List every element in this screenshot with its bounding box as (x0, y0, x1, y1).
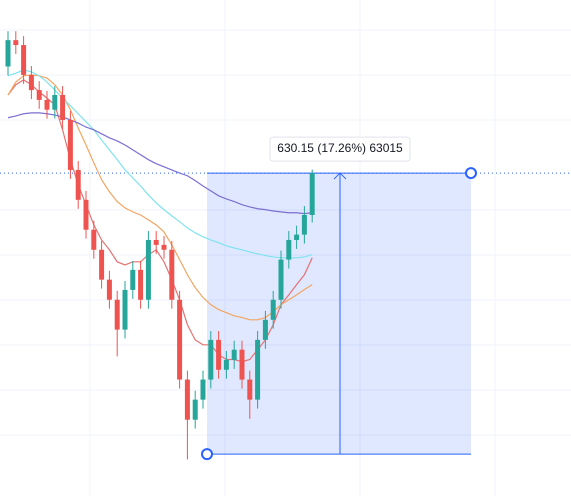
candle-body (75, 169, 81, 200)
candle-body (247, 379, 253, 400)
moving-average (7, 112, 313, 215)
moving-average (7, 79, 313, 363)
candle-body (262, 319, 268, 340)
candle-body (200, 379, 206, 400)
candle-body (239, 349, 245, 380)
candle-body (5, 40, 11, 67)
candle-body (294, 234, 300, 240)
candle-body (44, 99, 50, 110)
candle-body (223, 359, 229, 370)
candle-body (278, 259, 284, 300)
candle-body (231, 349, 237, 360)
candle-body (83, 199, 89, 230)
moving-average (7, 69, 313, 259)
candle-body (309, 173, 315, 215)
candle-body (169, 249, 175, 300)
measure-box (207, 173, 471, 455)
candle-body (270, 299, 276, 320)
candle-body (192, 399, 198, 420)
candle-body (67, 119, 73, 170)
candle-body (106, 279, 112, 300)
candle-body (208, 339, 214, 380)
measure-label: 630.15 (17.26%) 63015 (277, 141, 403, 155)
candle-body (52, 95, 58, 110)
candle-body (99, 249, 105, 280)
candle-body (177, 299, 183, 380)
candle-body (161, 244, 167, 250)
measure-label-box (269, 136, 411, 162)
candle-body (122, 289, 128, 330)
candle-body (36, 90, 42, 100)
candle-body (255, 339, 261, 400)
measure-handle[interactable] (201, 448, 213, 461)
candle-body (184, 379, 190, 420)
candle-body (130, 269, 136, 290)
candle-body (21, 45, 27, 75)
candle-body (145, 239, 151, 300)
candle-body (28, 74, 34, 91)
candle-body (286, 239, 292, 260)
candle-body (138, 269, 144, 300)
candle-body (13, 40, 19, 46)
candle-body (153, 239, 159, 245)
candle-body (216, 339, 222, 370)
candle-body (91, 229, 97, 250)
candle-body (60, 95, 66, 120)
moving-average (7, 74, 313, 321)
measure-handle[interactable] (465, 167, 477, 180)
arrow-head (333, 172, 347, 180)
candle-body (114, 299, 120, 330)
candle-body (301, 214, 307, 235)
